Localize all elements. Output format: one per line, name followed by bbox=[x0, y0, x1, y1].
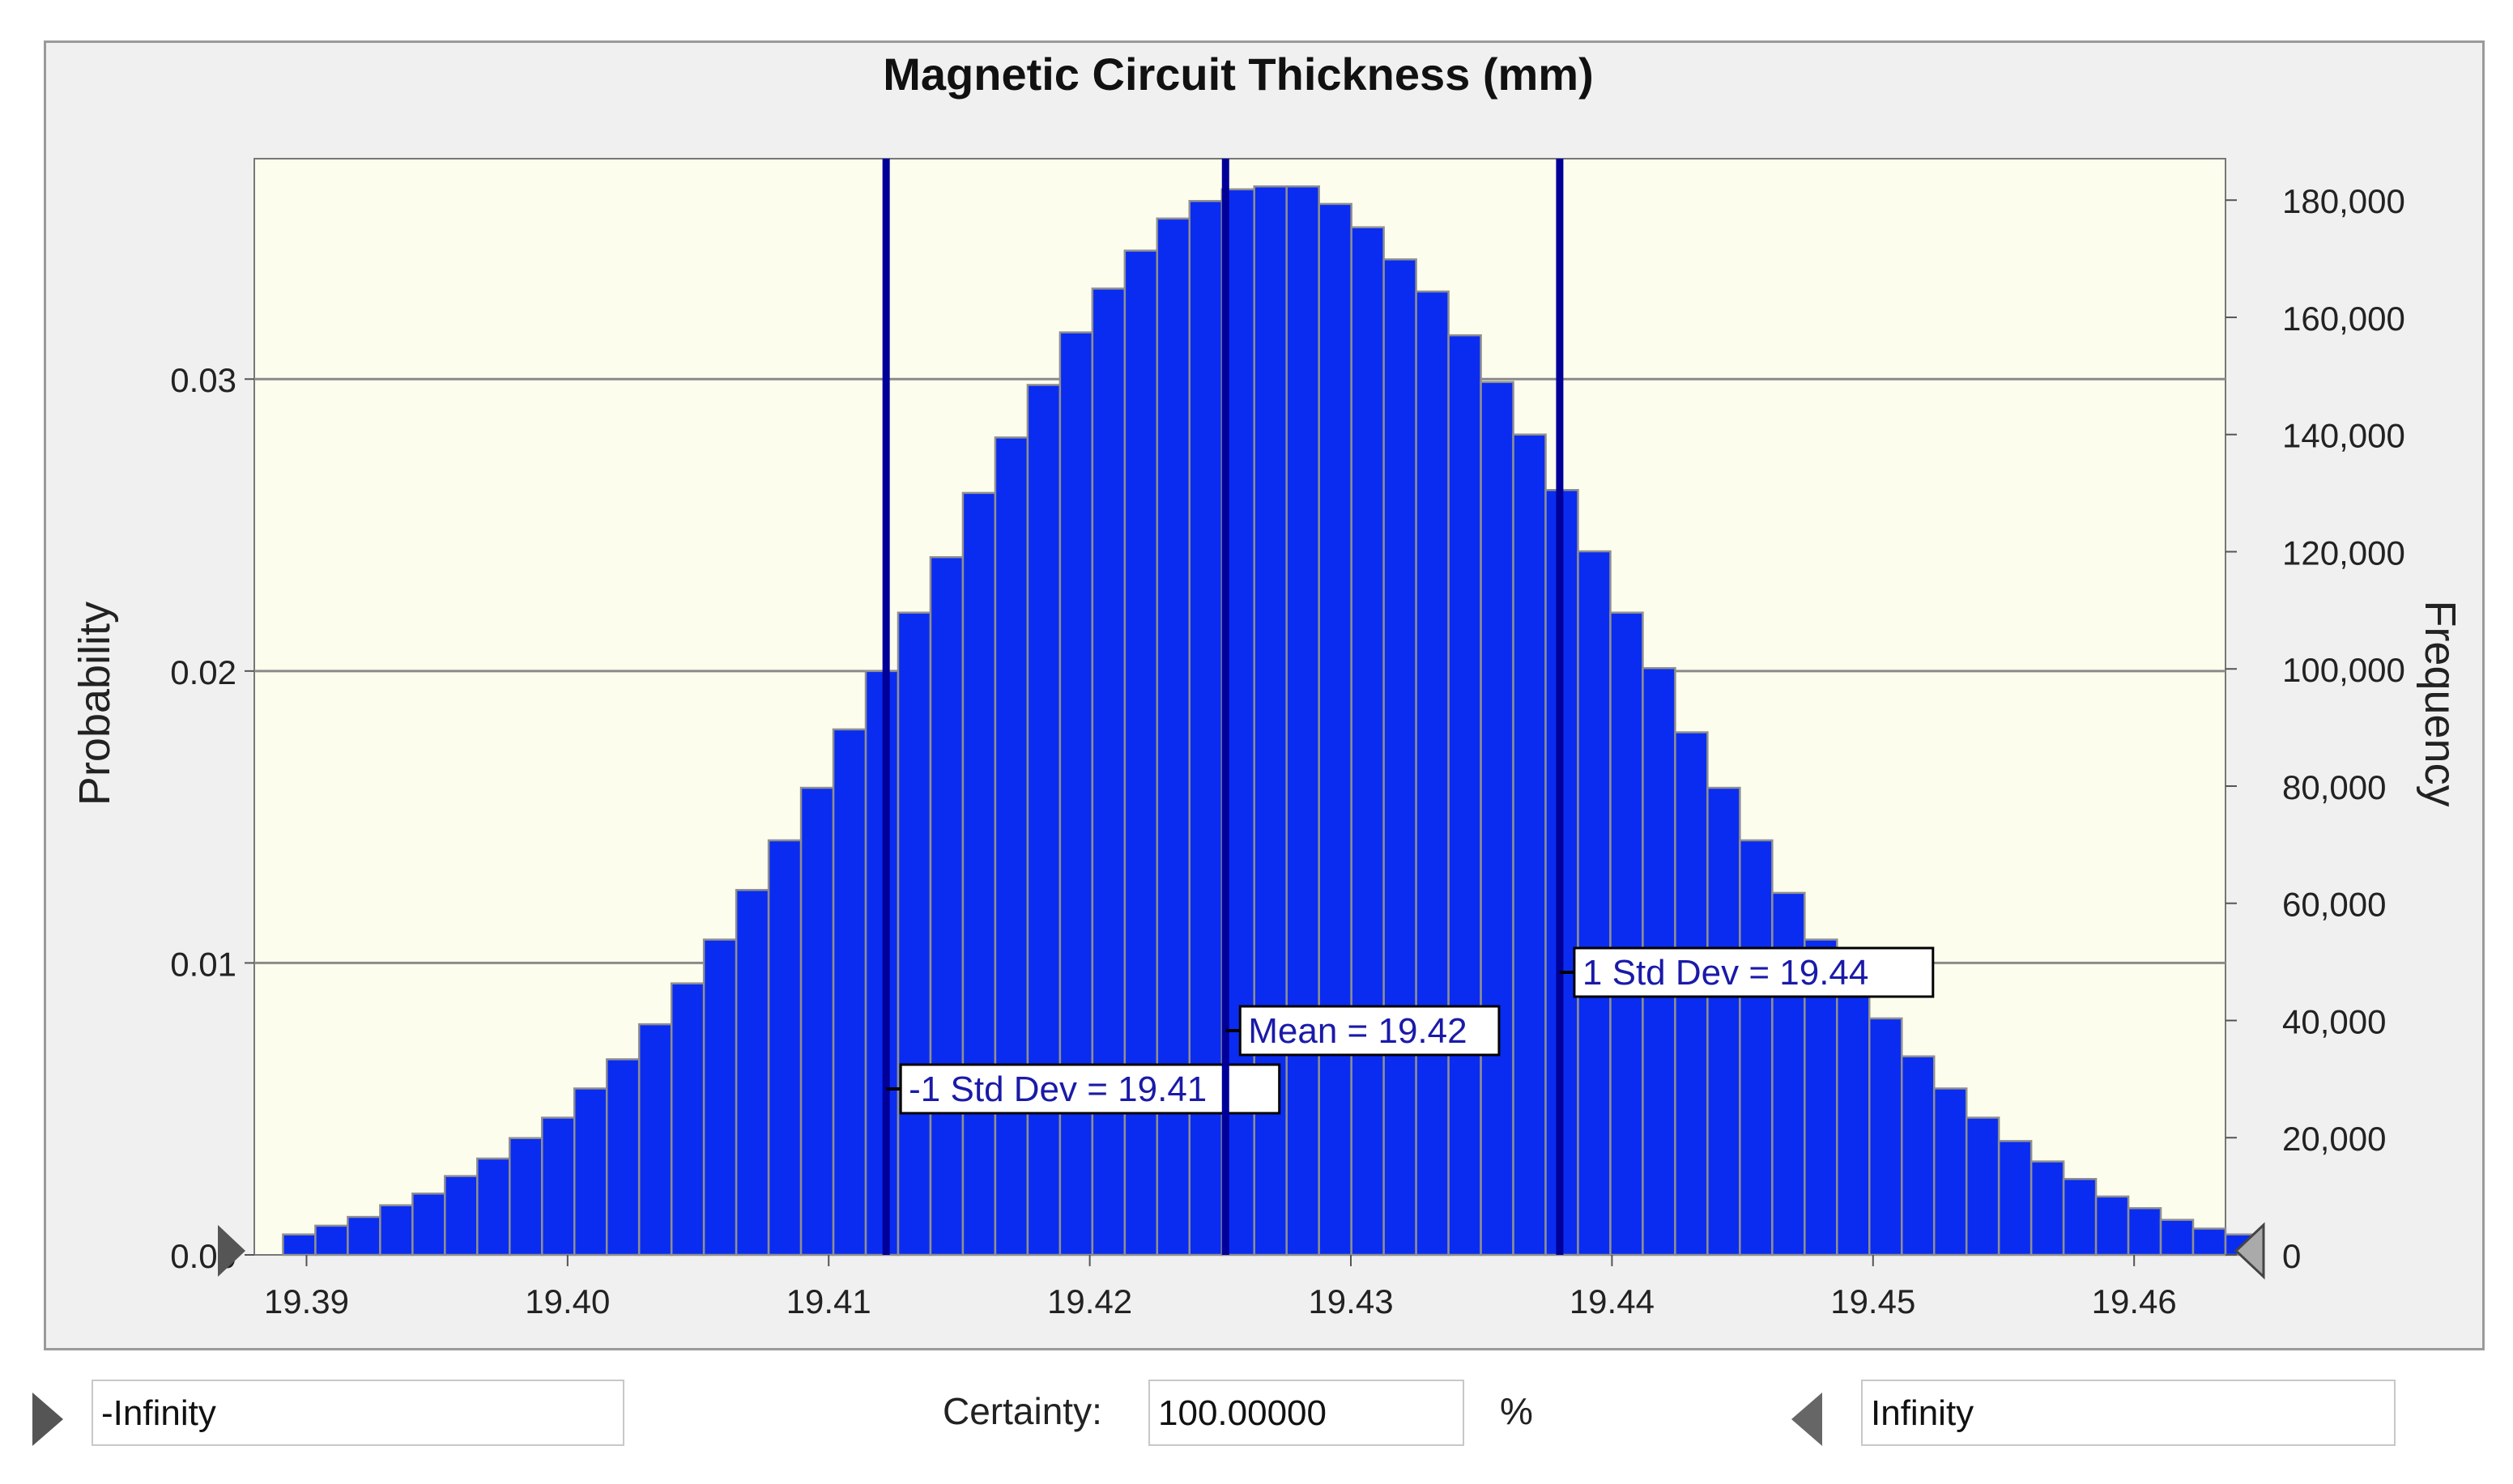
minus-1-std-dev-label: -1 Std Dev = 19.41 bbox=[909, 1069, 1207, 1109]
y-right-tick-label: 0 bbox=[2282, 1237, 2301, 1275]
lower-bound-handle-icon[interactable] bbox=[218, 1225, 245, 1277]
y-left-tick-label: 0.01 bbox=[170, 945, 236, 983]
certainty-input[interactable]: 100.00000 bbox=[1148, 1380, 1464, 1446]
certainty-bar: -Infinity Certainty: 100.00000 % Infinit… bbox=[0, 1350, 2513, 1464]
histogram-bar bbox=[2030, 1160, 2065, 1257]
histogram-bar bbox=[799, 786, 835, 1257]
upper-bound-handle-icon[interactable] bbox=[2234, 1222, 2265, 1280]
x-tick-label: 19.45 bbox=[1830, 1282, 1915, 1320]
histogram-bar bbox=[897, 611, 932, 1257]
histogram-bar bbox=[1415, 290, 1450, 1257]
histogram-bar bbox=[411, 1193, 446, 1257]
histogram-bar bbox=[1609, 611, 1644, 1257]
histogram-bar bbox=[541, 1116, 576, 1257]
histogram-bar bbox=[347, 1215, 381, 1257]
histogram-bar bbox=[637, 1023, 673, 1257]
y-right-tick-label: 140,000 bbox=[2282, 417, 2405, 455]
histogram-bar bbox=[379, 1204, 414, 1257]
histogram-bar bbox=[1739, 839, 1774, 1257]
histogram-bar bbox=[1932, 1087, 1968, 1257]
histogram-chart: Magnetic Circuit Thickness (mm) -1 Std D… bbox=[70, 49, 2464, 1320]
histogram-bar bbox=[573, 1087, 608, 1257]
lower-arrow-icon[interactable] bbox=[32, 1393, 63, 1446]
y-left-tick-label: 0.02 bbox=[170, 653, 236, 691]
y-right-tick-label: 180,000 bbox=[2282, 182, 2405, 220]
y-right-tick-label: 160,000 bbox=[2282, 300, 2405, 338]
x-tick-label: 19.44 bbox=[1570, 1282, 1655, 1320]
histogram-bar bbox=[1350, 226, 1385, 1257]
histogram-bar bbox=[1965, 1116, 2000, 1257]
histogram-bar bbox=[1512, 433, 1547, 1257]
y-axis-label-frequency: Frequency bbox=[2416, 600, 2464, 806]
percent-sign: % bbox=[1500, 1390, 1533, 1432]
y-right-tick-label: 40,000 bbox=[2282, 1002, 2386, 1040]
histogram-bar bbox=[605, 1058, 641, 1257]
x-tick-label: 19.46 bbox=[2092, 1282, 2177, 1320]
y-right-tick-label: 20,000 bbox=[2282, 1120, 2386, 1158]
y-left-tick-label: 0.03 bbox=[170, 361, 236, 399]
histogram-bar bbox=[864, 670, 900, 1257]
histogram-bar bbox=[1285, 185, 1320, 1257]
x-tick-label: 19.42 bbox=[1047, 1282, 1132, 1320]
chart-frame: Magnetic Circuit Thickness (mm) -1 Std D… bbox=[44, 40, 2485, 1350]
histogram-bar bbox=[767, 839, 803, 1257]
histogram-bar bbox=[314, 1224, 349, 1257]
histogram-bar bbox=[1997, 1140, 2033, 1257]
x-tick-label: 19.40 bbox=[525, 1282, 610, 1320]
mean-label: Mean = 19.42 bbox=[1248, 1011, 1467, 1051]
histogram-bar bbox=[2159, 1218, 2195, 1257]
y-right-tick-label: 60,000 bbox=[2282, 886, 2386, 924]
histogram-bar bbox=[476, 1157, 511, 1257]
chart-title: Magnetic Circuit Thickness (mm) bbox=[883, 49, 1594, 100]
histogram-bar bbox=[832, 728, 867, 1257]
plus-1-std-dev-label-box bbox=[1573, 946, 1935, 998]
histogram-bar bbox=[735, 889, 770, 1257]
lower-bound-input[interactable]: -Infinity bbox=[92, 1380, 624, 1446]
histogram-bar bbox=[444, 1175, 479, 1257]
histogram-bar bbox=[702, 938, 738, 1257]
upper-bound-input[interactable]: Infinity bbox=[1861, 1380, 2396, 1446]
x-tick-label: 19.43 bbox=[1308, 1282, 1393, 1320]
certainty-label: Certainty: bbox=[943, 1390, 1102, 1432]
histogram-bar bbox=[961, 491, 997, 1257]
plus-1-std-dev-label: 1 Std Dev = 19.44 bbox=[1582, 953, 1868, 993]
upper-arrow-icon[interactable] bbox=[1791, 1393, 1822, 1446]
histogram-bar bbox=[2127, 1207, 2162, 1257]
histogram-bar bbox=[2191, 1227, 2227, 1257]
histogram-bar bbox=[1868, 1017, 1903, 1257]
histogram-bar bbox=[2094, 1195, 2130, 1257]
histogram-bar bbox=[1382, 258, 1417, 1257]
x-tick-label: 19.39 bbox=[264, 1282, 349, 1320]
y-axis-label-probability: Probability bbox=[70, 602, 119, 806]
histogram-bar bbox=[1480, 381, 1514, 1257]
mean-label-box bbox=[1238, 1005, 1501, 1057]
histogram-bar bbox=[929, 555, 965, 1257]
histogram-bar bbox=[509, 1137, 543, 1257]
histogram-bar bbox=[1447, 334, 1482, 1257]
y-right-tick-label: 100,000 bbox=[2282, 651, 2405, 689]
histogram-bar bbox=[1706, 786, 1741, 1257]
x-tick-label: 19.41 bbox=[786, 1282, 871, 1320]
histogram-bar bbox=[2062, 1177, 2098, 1257]
histogram-bar bbox=[670, 982, 705, 1257]
histogram-bar bbox=[1318, 202, 1352, 1257]
histogram-bar bbox=[1836, 979, 1871, 1257]
histogram-bar bbox=[994, 436, 1029, 1257]
minus-1-std-dev-label-box bbox=[899, 1063, 1281, 1115]
histogram-bar bbox=[282, 1233, 317, 1257]
y-right-tick-label: 120,000 bbox=[2282, 534, 2405, 572]
histogram-bar bbox=[1058, 331, 1094, 1257]
histogram-bar bbox=[1577, 550, 1612, 1257]
y-right-tick-label: 80,000 bbox=[2282, 768, 2386, 806]
histogram-bar bbox=[1026, 384, 1062, 1257]
histogram-bar bbox=[1900, 1055, 1936, 1257]
